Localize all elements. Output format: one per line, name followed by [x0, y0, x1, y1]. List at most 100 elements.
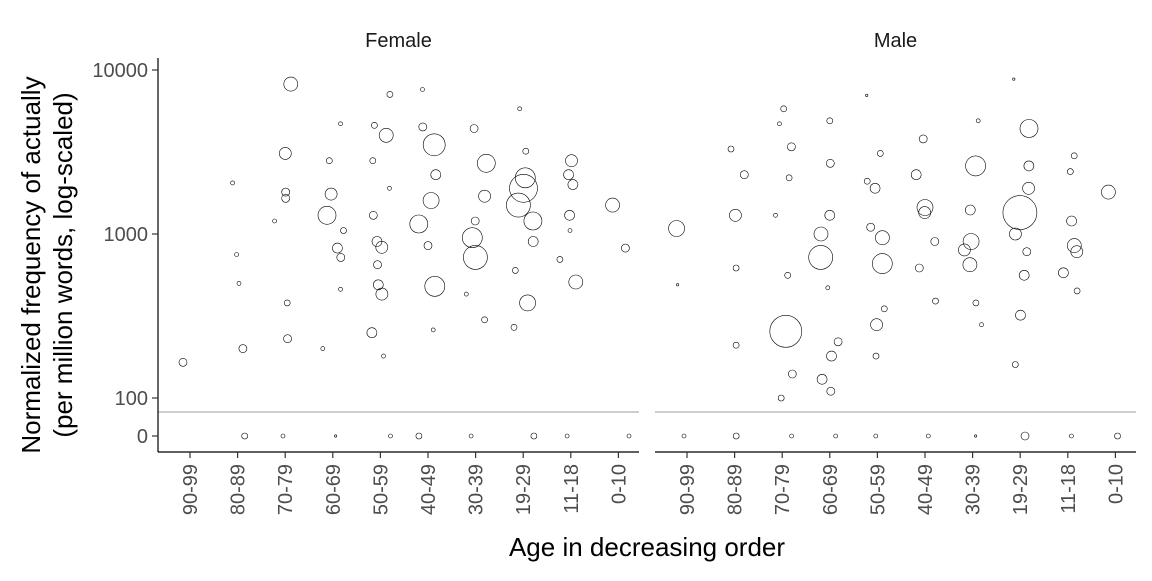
x-tick-label: 40-49: [418, 464, 440, 515]
x-tick-label: 70-79: [772, 464, 794, 515]
data-point: [676, 283, 680, 287]
y-axis-title: Normalized frequency of actually (per mi…: [16, 76, 78, 453]
data-point: [238, 344, 248, 353]
data-point: [1066, 215, 1077, 227]
x-tick-label: 0-10: [608, 464, 630, 504]
data-point: [280, 433, 286, 439]
data-point: [808, 245, 834, 270]
data-point: [914, 263, 924, 273]
data-point: [567, 228, 573, 233]
x-tick-label: 19-29: [513, 464, 535, 515]
x-tick-label: 0-10: [1105, 464, 1127, 504]
data-point: [833, 337, 843, 347]
data-point: [1015, 309, 1026, 321]
data-point: [769, 314, 803, 348]
data-point: [334, 434, 338, 438]
data-point: [965, 155, 986, 177]
x-tick-label: 60-69: [820, 464, 842, 515]
data-point: [1018, 269, 1030, 281]
data-point: [556, 256, 564, 263]
data-point: [422, 133, 446, 157]
data-point: [869, 183, 881, 194]
data-point: [371, 122, 378, 129]
data-point: [373, 260, 382, 270]
data-point: [1058, 267, 1069, 279]
data-point: [375, 241, 389, 254]
data-point: [824, 210, 836, 221]
x-tick-label: 40-49: [915, 464, 937, 515]
data-point: [739, 170, 749, 179]
data-point: [565, 154, 578, 167]
y-tick-label: 1000: [104, 224, 149, 246]
data-point: [1022, 247, 1032, 256]
x-tick-label: 80-89: [725, 464, 747, 515]
data-point: [826, 117, 834, 125]
data-point: [787, 369, 797, 379]
data-point: [813, 226, 829, 242]
data-point: [369, 157, 377, 164]
data-point: [463, 291, 469, 297]
data-point: [519, 294, 536, 312]
data-point: [338, 121, 343, 127]
data-point: [732, 432, 740, 440]
data-point: [1019, 119, 1039, 138]
data-point: [787, 142, 796, 152]
x-tick-label: 19-29: [1010, 464, 1032, 515]
data-point: [732, 341, 740, 349]
data-point: [461, 227, 483, 248]
data-point: [381, 353, 386, 359]
data-point: [283, 76, 299, 92]
data-point: [925, 433, 931, 439]
data-point: [463, 245, 488, 270]
data-point: [522, 147, 530, 155]
data-point: [478, 189, 491, 203]
data-point: [964, 204, 976, 216]
data-point: [875, 230, 890, 245]
x-tick-label: 70-79: [275, 464, 297, 515]
data-point: [283, 299, 291, 307]
data-point: [415, 432, 423, 440]
x-tick-label: 90-99: [677, 464, 699, 515]
data-point: [1023, 160, 1035, 172]
data-point: [975, 118, 981, 124]
x-tick-label: 11-18: [1058, 464, 1080, 514]
data-point: [962, 233, 980, 250]
data-point: [1067, 238, 1082, 253]
data-point: [910, 169, 922, 180]
data-point: [530, 432, 538, 440]
data-point: [378, 128, 394, 143]
data-point: [918, 206, 932, 219]
data-point: [230, 180, 235, 186]
data-point: [1020, 431, 1030, 441]
data-point: [422, 192, 440, 209]
data-point: [481, 316, 488, 324]
data-point: [423, 241, 433, 250]
y-tick-label: 10000: [92, 60, 148, 82]
x-tick-label: 50-59: [370, 464, 392, 515]
data-point: [387, 186, 392, 191]
data-point: [523, 211, 543, 231]
data-point: [1012, 77, 1016, 81]
data-point: [510, 323, 518, 331]
x-tick-label: 30-39: [963, 464, 985, 515]
facet-title: Female: [365, 30, 432, 52]
data-point: [283, 334, 292, 344]
data-point: [430, 327, 436, 333]
data-point: [777, 394, 785, 402]
data-point: [320, 346, 326, 351]
x-axis-title: Age in decreasing order: [509, 532, 785, 562]
data-point: [816, 373, 828, 385]
data-point: [916, 199, 934, 216]
data-point: [420, 87, 425, 92]
y-axis-title-line2: (per million words, log-scaled): [48, 92, 78, 437]
data-point: [871, 253, 893, 274]
data-point: [773, 213, 778, 218]
data-point: [1069, 433, 1074, 439]
data-point: [388, 433, 393, 439]
data-point: [1114, 432, 1121, 440]
data-point: [1009, 227, 1022, 241]
data-point: [681, 433, 687, 439]
data-point: [870, 318, 883, 332]
